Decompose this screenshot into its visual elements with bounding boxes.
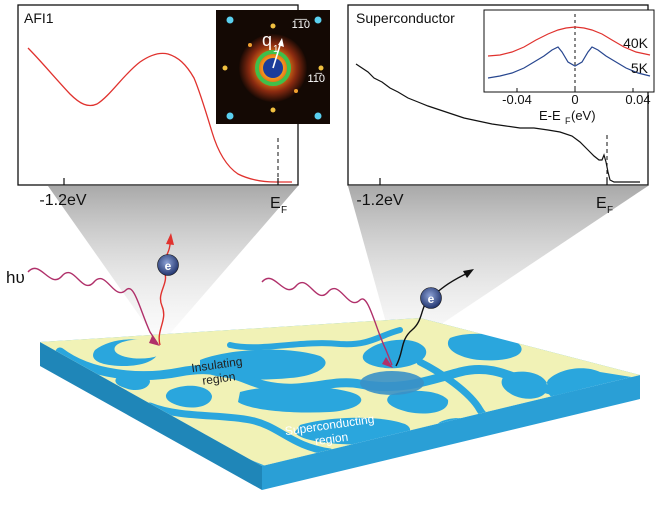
insulating-region-label-line2: region — [201, 369, 236, 388]
gap-spectra-inset: 40K 5K — [483, 9, 655, 93]
photoelectron-arrowhead-left — [166, 233, 174, 245]
bragg-label-right: 11̅0 — [307, 73, 325, 85]
legend-5k: 5K — [631, 60, 649, 76]
bragg-peak — [314, 16, 322, 24]
inset-xlabel: E-E — [539, 108, 561, 123]
photon-wave-right — [261, 277, 393, 366]
illuminated-spot-insulating — [114, 339, 166, 359]
superlattice-peak — [294, 89, 298, 93]
right-edc-curve — [355, 63, 640, 183]
right-edc-panel: Superconductor 40K 5K — [347, 4, 655, 186]
left-ef-label-subscript: F — [281, 205, 287, 216]
legend-40k: 40K — [623, 35, 649, 51]
superconducting-channel — [55, 347, 635, 399]
superlattice-peak — [318, 65, 324, 71]
right-ef-label: E — [596, 195, 607, 212]
q1-vector — [272, 41, 282, 69]
right-projection-cone — [348, 186, 648, 355]
fourier-transform-inset: q 1 1̅1̅0 11̅0 — [216, 10, 330, 124]
right-tick-label: -1.2eV — [356, 192, 403, 209]
inset-xlabel-subscript: F — [565, 116, 571, 126]
fft-central-ring — [255, 50, 291, 86]
photon-energy-label: hυ — [6, 268, 25, 287]
superlattice-peak — [270, 23, 276, 29]
photoelectron-arrowhead-right — [463, 269, 474, 278]
left-edc-panel: AFI1 q 1 1̅1̅0 11̅0 — [17, 4, 330, 186]
superlattice-peak — [248, 43, 252, 47]
electron-label-left: e — [165, 259, 172, 273]
inset-tick-label: 0 — [571, 92, 578, 107]
photon-arrowhead-right — [382, 357, 393, 368]
bragg-peak — [226, 112, 234, 120]
left-ef-label: E — [270, 195, 281, 212]
photon-wave-left — [27, 267, 159, 345]
inset-frame — [483, 9, 655, 93]
insulating-domain — [40, 318, 640, 466]
q1-vector-arrowhead — [278, 38, 284, 47]
right-ef-label-subscript: F — [607, 205, 613, 216]
right-panel-label: Superconductor — [356, 10, 455, 26]
spectrum-5k — [487, 46, 651, 79]
sample-slab — [40, 318, 640, 490]
left-tick-label: -1.2eV — [39, 192, 86, 209]
left-panel-label: AFI1 — [24, 10, 54, 26]
electron-label-right: e — [428, 292, 435, 306]
bragg-peak — [226, 16, 234, 24]
superlattice-peak — [222, 65, 228, 71]
slab-front-side — [40, 342, 262, 490]
inset-tick-label: 0.04 — [625, 92, 650, 107]
slab-right-side — [262, 375, 640, 490]
spectrum-40k — [487, 26, 651, 57]
left-edc-curve — [27, 47, 292, 183]
photon-arrowhead-left — [149, 336, 160, 346]
superconducting-region-label-line2: region — [314, 430, 349, 449]
superlattice-peak — [270, 107, 276, 113]
bragg-peak — [314, 112, 322, 120]
q1-label-subscript: 1 — [273, 44, 279, 55]
illuminated-spot-superconducting — [360, 371, 424, 395]
inset-tick-label: -0.04 — [502, 92, 532, 107]
electron-icon-right — [420, 287, 442, 309]
inset-xlabel-unit: (eV) — [571, 108, 596, 123]
bragg-label-top: 1̅1̅0 — [292, 19, 310, 31]
electron-icon-left — [157, 254, 179, 276]
photoelectron-path-right — [395, 271, 471, 367]
q1-label: q — [262, 30, 272, 50]
